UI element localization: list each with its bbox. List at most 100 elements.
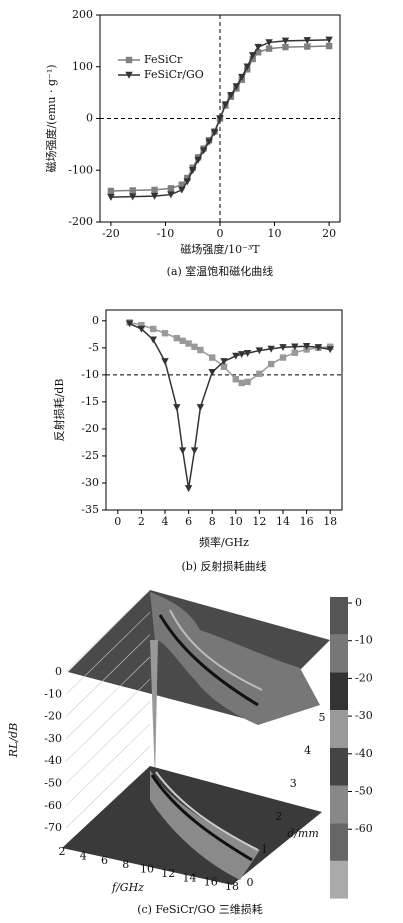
z-tick-label: -30 — [44, 732, 62, 745]
marker — [196, 404, 205, 411]
x-tick-label: 4 — [80, 849, 87, 862]
marker — [232, 375, 239, 383]
x-tick-label: 20 — [322, 227, 336, 240]
marker — [254, 43, 262, 51]
marker — [265, 45, 273, 52]
x-tick-label: 0 — [114, 515, 121, 528]
colorbar-label: -50 — [355, 785, 373, 798]
x-tick-label: 8 — [122, 858, 129, 871]
y-tick-label: 0 — [86, 112, 93, 125]
x-tick-label: 18 — [323, 515, 337, 528]
marker — [209, 354, 216, 361]
marker — [149, 336, 157, 344]
marker — [138, 321, 145, 329]
marker — [279, 344, 287, 351]
colorbar-label: -60 — [355, 822, 373, 835]
z-tick — [65, 745, 151, 829]
y-tick-label: 3 — [290, 777, 297, 790]
colorbar-band — [330, 747, 348, 786]
marker — [216, 115, 224, 123]
x-axis-label: f/GHz — [111, 881, 144, 894]
marker — [268, 360, 275, 368]
marker — [221, 101, 230, 109]
floor-contour — [155, 771, 259, 851]
x-tick-label: 4 — [162, 515, 169, 528]
marker — [244, 378, 251, 386]
x-tick-label: 10 — [229, 515, 243, 528]
y-tick-label: 2 — [275, 810, 282, 823]
surface-contour — [169, 609, 263, 691]
colorbar-band — [330, 710, 348, 748]
z-tick — [65, 701, 151, 784]
y-tick-label: -35 — [81, 503, 99, 516]
y-tick-label: 200 — [72, 8, 93, 21]
marker — [161, 330, 169, 337]
x-tick-label: 12 — [252, 515, 266, 528]
marker — [208, 368, 216, 376]
marker — [191, 343, 198, 350]
x-tick-label: 2 — [59, 845, 66, 858]
y-axis-label: d/mm — [287, 827, 319, 840]
marker — [249, 52, 257, 60]
x-tick-label: 12 — [161, 867, 175, 880]
marker — [125, 56, 133, 64]
marker — [179, 447, 187, 455]
x-axis-label: 频率/GHz — [199, 535, 249, 549]
marker — [167, 191, 175, 199]
marker — [220, 363, 228, 370]
plot-frame — [105, 309, 343, 511]
x-tick-label: 16 — [204, 876, 218, 889]
z-tick-label: -60 — [44, 799, 62, 812]
colorbar-band — [330, 597, 348, 635]
caption: (c) FeSiCr/GO 三维损耗 — [137, 902, 263, 916]
x-tick-label: 16 — [300, 515, 314, 528]
marker — [189, 167, 197, 174]
colorbar-label: -30 — [355, 709, 373, 722]
marker — [173, 404, 181, 411]
z-tick — [65, 656, 151, 740]
marker — [255, 347, 264, 355]
z-tick-label: -10 — [44, 687, 62, 700]
y-tick-label: 1 — [261, 843, 268, 856]
colorbar-band — [330, 860, 348, 899]
marker — [267, 345, 275, 353]
marker — [238, 351, 246, 359]
x-tick-label: 2 — [138, 515, 145, 528]
z-tick-label: -50 — [44, 777, 62, 790]
z-tick-label: -40 — [44, 754, 62, 767]
marker — [178, 186, 186, 194]
z-axis-label: RL/dB — [7, 723, 20, 758]
marker — [183, 178, 191, 186]
colorbar-label: -20 — [355, 671, 373, 684]
y-tick-label: -30 — [81, 476, 99, 489]
y-tick-label: -5 — [88, 341, 99, 354]
marker — [150, 192, 159, 200]
marker — [197, 346, 204, 354]
marker — [238, 379, 245, 387]
x-tick-label: 14 — [276, 515, 290, 528]
marker — [256, 370, 263, 377]
y-tick-label: -100 — [68, 163, 93, 176]
marker — [314, 344, 323, 351]
surface-spike — [150, 640, 158, 780]
marker — [185, 340, 192, 347]
marker — [199, 147, 208, 155]
z-tick — [65, 634, 151, 717]
marker — [282, 43, 289, 51]
marker — [184, 485, 193, 493]
x-tick-label: 10 — [268, 227, 282, 240]
colorbar-band — [330, 823, 348, 861]
x-tick-label: 6 — [185, 515, 192, 528]
x-tick-label: -20 — [102, 227, 120, 240]
x-tick-label: 10 — [140, 863, 154, 876]
x-tick-label: -10 — [157, 227, 175, 240]
z-tick-label: 0 — [55, 665, 62, 678]
x-axis-label: 磁场强度/10⁻³T — [180, 242, 260, 256]
y-tick-label: 0 — [92, 314, 99, 327]
marker — [125, 71, 133, 79]
marker — [150, 325, 157, 333]
legend-label: FeSiCr/GO — [144, 68, 204, 81]
y-tick-label: 5 — [319, 711, 326, 724]
marker — [291, 349, 298, 356]
